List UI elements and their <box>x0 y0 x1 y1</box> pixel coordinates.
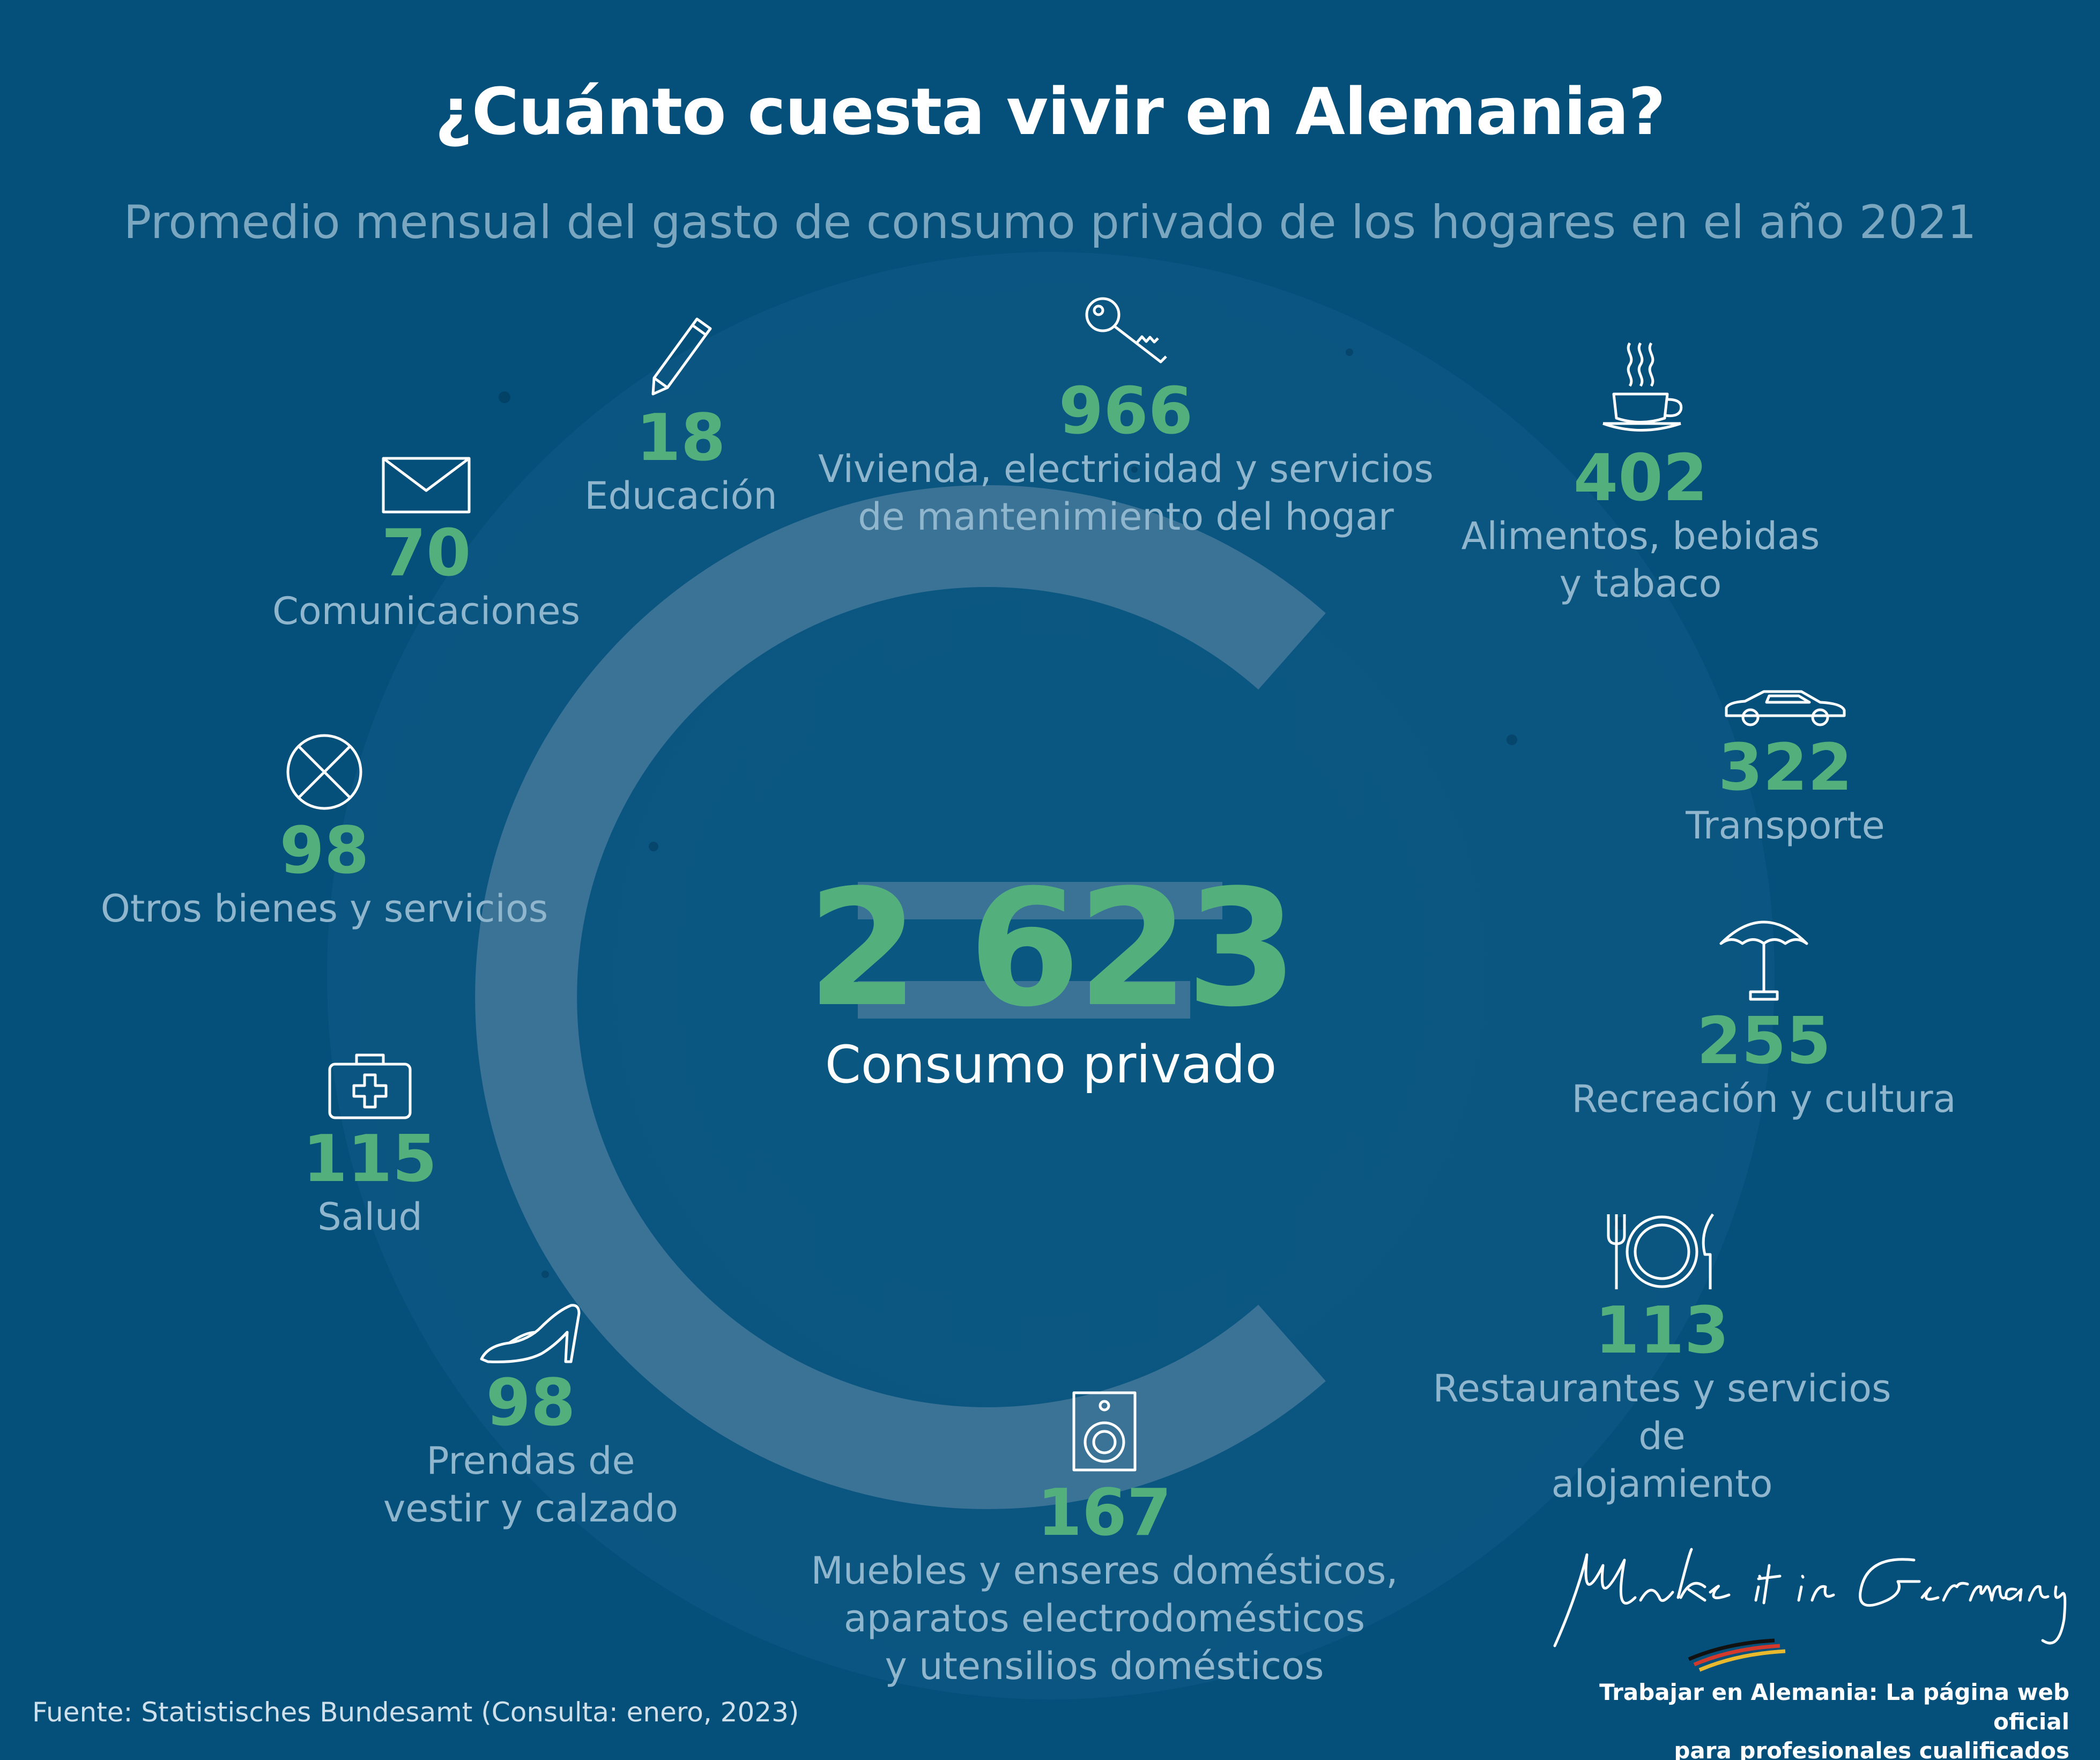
category-value: 322 <box>1718 731 1853 805</box>
category-housing: 966 Vivienda, electricidad y servicios d… <box>804 292 1448 541</box>
speaker-icon <box>1072 1391 1137 1472</box>
pencil-icon <box>651 317 712 396</box>
category-label: Alimentos, bebidas y tabaco <box>1461 514 1820 606</box>
category-label: Recreación y cultura <box>1571 1077 1956 1121</box>
category-clothing: 98 Prendas de vestir y calzado <box>370 1300 692 1533</box>
category-label: Otros bienes y servicios <box>100 887 548 931</box>
category-value: 966 <box>1058 374 1193 449</box>
category-restaurants: 113 Restaurantes y servicios de alojamie… <box>1405 1212 1919 1508</box>
parasol-icon <box>1719 920 1808 1001</box>
category-value: 115 <box>302 1122 437 1197</box>
first-aid-kit-icon <box>328 1053 412 1119</box>
total-label: Consumo privado <box>825 1035 1277 1095</box>
source-note: Fuente: Statistisches Bundesamt (Consult… <box>32 1697 799 1728</box>
category-label: Prendas de vestir y calzado <box>383 1439 679 1531</box>
cutlery-plate-icon <box>1607 1213 1715 1289</box>
total-value: 2 623 <box>807 855 1297 1042</box>
high-heel-shoe-icon <box>480 1304 581 1363</box>
coffee-cup-icon <box>1602 342 1683 432</box>
category-education: 18 Educación <box>574 314 788 520</box>
category-food: 402 Alimentos, bebidas y tabaco <box>1426 338 1855 608</box>
category-furniture: 167 Muebles y enseres domésticos, aparat… <box>777 1388 1431 1690</box>
car-icon <box>1725 690 1846 726</box>
category-label: Educación <box>584 474 777 518</box>
category-value: 255 <box>1696 1004 1831 1079</box>
category-label: Vivienda, electricidad y servicios de ma… <box>818 447 1434 539</box>
category-value: 18 <box>636 401 726 476</box>
page-subtitle: Promedio mensual del gasto de consumo pr… <box>123 196 1977 249</box>
envelope-icon <box>382 457 471 514</box>
category-value: 402 <box>1573 441 1708 516</box>
page-title: ¿Cuánto cuesta vivir en Alemania? <box>435 75 1665 150</box>
category-label: Muebles y enseres domésticos, aparatos e… <box>811 1549 1398 1688</box>
category-transport: 322 Transporte <box>1651 686 1919 850</box>
key-icon <box>1085 297 1167 363</box>
category-value: 98 <box>279 814 369 888</box>
category-label: Restaurantes y servicios de alojamiento <box>1433 1367 1891 1506</box>
category-label: Salud <box>317 1195 422 1239</box>
category-other-goods: 98 Otros bienes y servicios <box>70 732 579 933</box>
category-value: 113 <box>1594 1294 1730 1368</box>
category-recreation: 255 Recreación y cultura <box>1533 911 1994 1123</box>
category-value: 98 <box>486 1366 576 1440</box>
total-consumption: 2 623 Consumo privado <box>751 868 1351 1095</box>
brand-tagline: Trabajar en Alemania: La página web ofic… <box>1599 1679 2069 1760</box>
crossed-circle-icon <box>286 734 362 810</box>
category-health: 115 Salud <box>263 1051 477 1241</box>
category-communications: 70 Comunicaciones <box>263 456 590 635</box>
category-label: Comunicaciones <box>272 589 581 633</box>
make-it-in-germany-logo <box>1553 1548 2067 1672</box>
category-value: 167 <box>1037 1476 1172 1550</box>
category-label: Transporte <box>1686 804 1885 848</box>
category-value: 70 <box>381 516 471 591</box>
